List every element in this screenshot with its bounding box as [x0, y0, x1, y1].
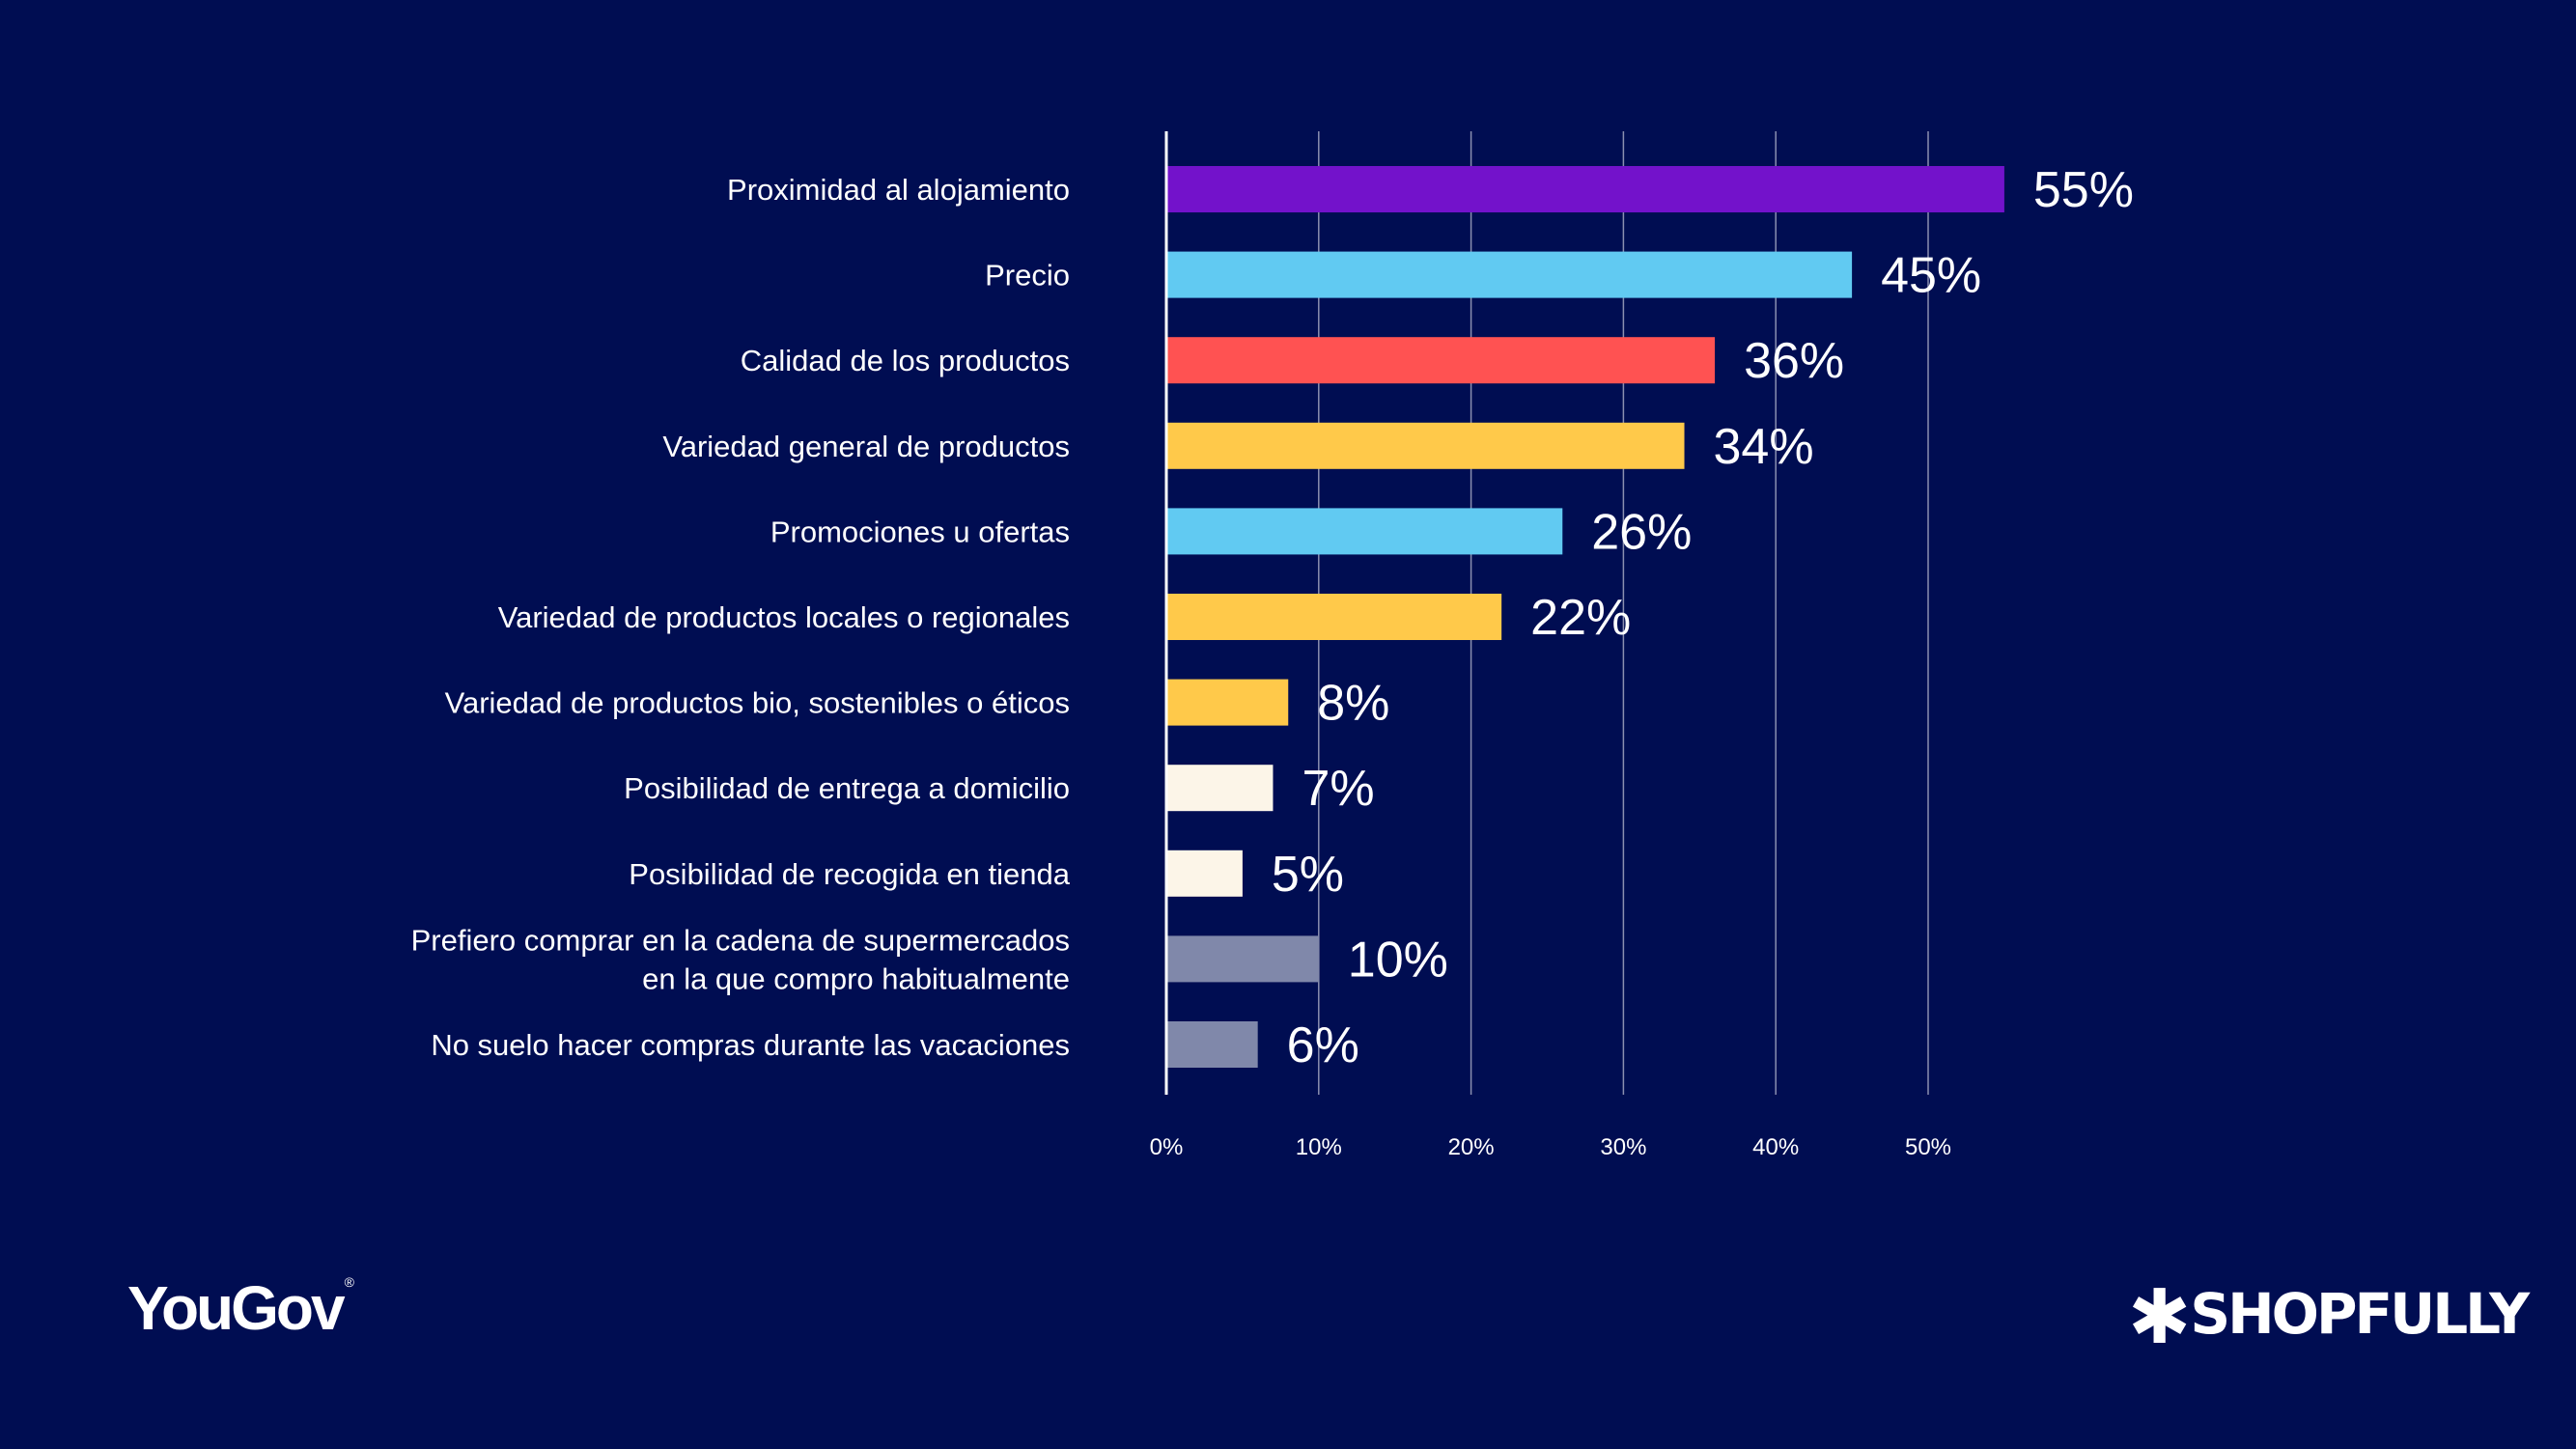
bar: [1166, 679, 1289, 726]
bar: [1166, 166, 2004, 212]
bar: [1166, 594, 1502, 640]
data-label: 36%: [1744, 333, 1844, 389]
category-label: Proximidad al alojamiento: [727, 173, 1070, 207]
bar: [1166, 337, 1716, 384]
data-label: 7%: [1302, 761, 1374, 817]
shopfully-logo: ✱ SHOPFULLY: [2128, 1276, 2530, 1355]
category-label: Precio: [985, 259, 1070, 293]
bar: [1166, 765, 1274, 812]
bar: [1166, 422, 1685, 469]
data-label: 22%: [1530, 590, 1631, 646]
asterisk-icon: ✱: [2128, 1274, 2191, 1361]
value-labels: 55% 45% 36% 34% 26% 22% 8% 7% 5%10% 6%: [1272, 162, 2134, 1073]
bar: [1166, 850, 1243, 897]
category-label: Variedad de productos bio, sostenibles o…: [445, 686, 1070, 720]
data-label: 6%: [1287, 1017, 1359, 1073]
category-label: Variedad general de productos: [662, 430, 1070, 463]
data-label: 45%: [1881, 248, 1981, 304]
registered-mark: ®: [344, 1274, 354, 1290]
category-label: Promociones u ofertas: [770, 515, 1070, 548]
bar: [1166, 1021, 1258, 1068]
data-label: 26%: [1591, 504, 1692, 560]
data-label: 8%: [1317, 676, 1389, 732]
data-label: 5%: [1272, 847, 1344, 903]
x-tick-label: 30%: [1600, 1134, 1646, 1160]
x-axis-tick-labels: 0% 10% 20% 30% 40% 50%: [1150, 1134, 1951, 1160]
category-labels: Proximidad al alojamiento Precio Calidad d…: [411, 173, 1071, 1062]
data-label: 34%: [1714, 419, 1814, 475]
x-tick-label: 40%: [1752, 1134, 1799, 1160]
category-label: Posibilidad de recogida en tienda: [629, 857, 1070, 891]
category-label: Prefiero comprar en la cadena de superme…: [411, 923, 1070, 995]
category-label: Variedad de productos locales o regional…: [498, 600, 1070, 634]
category-label: Posibilidad de entrega a domicilio: [624, 771, 1070, 805]
x-tick-label: 50%: [1905, 1134, 1951, 1160]
x-tick-label: 0%: [1150, 1134, 1184, 1160]
data-label: 55%: [2033, 162, 2134, 218]
yougov-logo: YouGov ®: [127, 1272, 354, 1344]
x-tick-label: 20%: [1448, 1134, 1495, 1160]
shopfully-logo-text: SHOPFULLY: [2190, 1281, 2530, 1347]
bars: [1166, 166, 2004, 1068]
data-label: 10%: [1348, 932, 1448, 988]
category-label: No suelo hacer compras durante las vacac…: [431, 1028, 1070, 1062]
x-tick-label: 10%: [1296, 1134, 1342, 1160]
bar: [1166, 508, 1563, 555]
bar: [1166, 935, 1319, 983]
bar: [1166, 251, 1853, 298]
category-label: Calidad de los productos: [741, 344, 1070, 377]
yougov-logo-text: YouGov: [127, 1273, 346, 1343]
